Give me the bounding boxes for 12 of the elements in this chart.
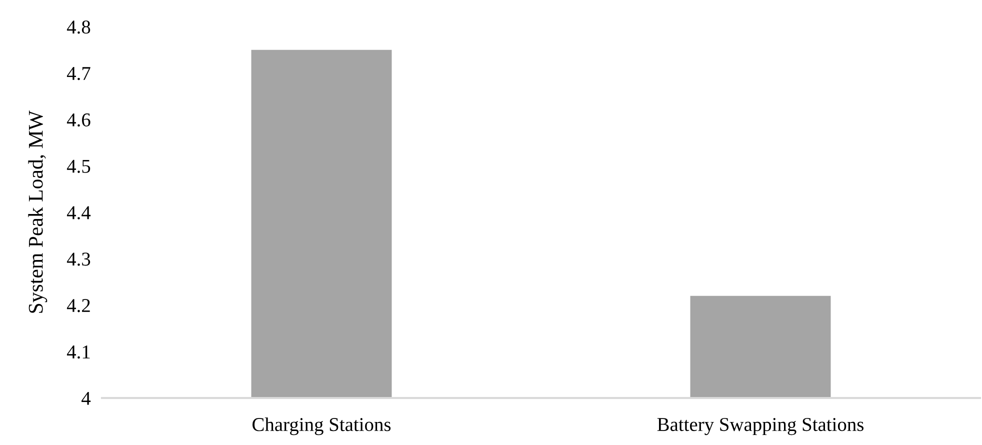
y-tick-label: 4.7 bbox=[66, 67, 90, 80]
y-tick-label: 4.4 bbox=[66, 206, 91, 220]
y-tick-label: 4 bbox=[82, 392, 91, 405]
y-axis-title: System Peak Load, MW bbox=[28, 110, 48, 313]
x-tick-label: Charging Stations bbox=[252, 417, 391, 436]
x-tick-label: Battery Swapping Stations bbox=[657, 418, 864, 436]
y-tick-label: 4.2 bbox=[66, 299, 90, 312]
y-tick-label: 4.3 bbox=[66, 252, 90, 266]
y-tick-label: 4.5 bbox=[66, 160, 90, 173]
y-tick-label: 4.8 bbox=[66, 20, 90, 34]
y-tick-label: 4.1 bbox=[66, 345, 90, 359]
y-tick-label: 4.6 bbox=[66, 113, 90, 127]
